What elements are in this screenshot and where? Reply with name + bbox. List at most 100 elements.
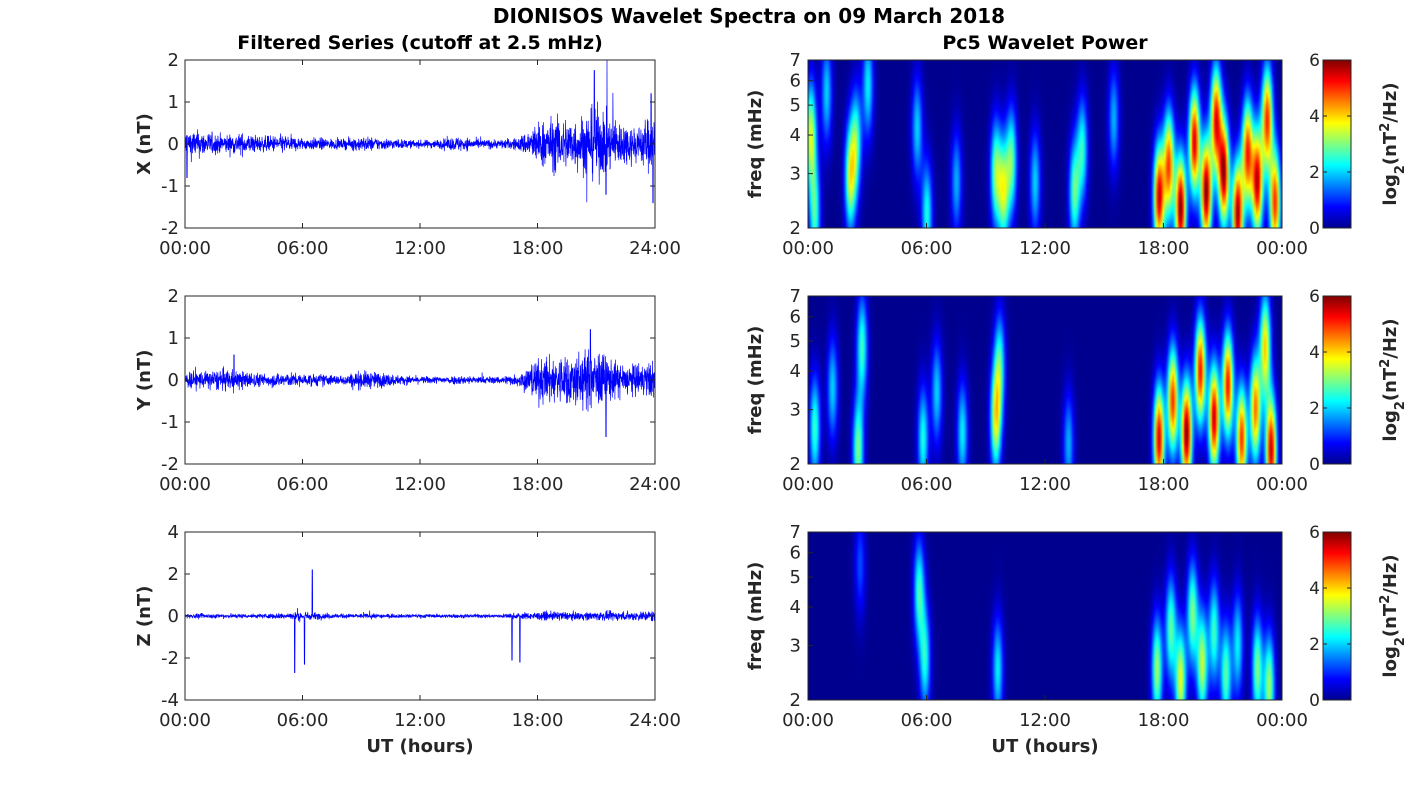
heatmap-image — [808, 532, 1282, 700]
colorbar-tick-label: 2 — [1309, 635, 1320, 655]
x-tick-label: 00:00 — [159, 710, 211, 731]
x-tick-label: 06:00 — [277, 474, 329, 495]
y-tick-label: 0 — [168, 370, 179, 391]
x-tick-label: 18:00 — [1138, 474, 1190, 495]
y-tick-label: 6 — [790, 543, 801, 564]
colorbar-tick-label: 0 — [1309, 455, 1320, 475]
y-tick-label: 5 — [790, 567, 801, 588]
x-tick-label: 06:00 — [901, 710, 953, 731]
x-tick-label: 12:00 — [1019, 238, 1071, 259]
y-tick-label: -1 — [161, 176, 179, 197]
y-tick-label: 4 — [790, 361, 801, 382]
colorbar — [1322, 295, 1352, 465]
x-tick-label: 00:00 — [159, 474, 211, 495]
colorbar-tick-label: 2 — [1309, 163, 1320, 183]
colorbar-label: log2(nT2/Hz) — [1378, 82, 1408, 205]
y-axis-label: freq (mHz) — [745, 562, 766, 671]
x-tick-label: 18:00 — [512, 710, 564, 731]
x-axis-label: UT (hours) — [366, 736, 473, 757]
y-tick-label: 2 — [790, 690, 801, 711]
x-tick-label: 06:00 — [901, 238, 953, 259]
y-axis-label: freq (mHz) — [745, 326, 766, 435]
y-tick-label: 7 — [790, 50, 801, 71]
series-line — [184, 569, 656, 674]
y-tick-label: -2 — [161, 218, 179, 239]
colorbar-tick-label: 6 — [1309, 523, 1320, 543]
series-line — [184, 59, 656, 204]
x-tick-label: 12:00 — [1019, 710, 1071, 731]
colorbar-tick-label: 6 — [1309, 287, 1320, 307]
y-tick-label: 2 — [168, 564, 179, 585]
x-tick-label: 00:00 — [782, 710, 834, 731]
y-tick-label: 2 — [168, 286, 179, 307]
x-tick-label: 24:00 — [629, 474, 681, 495]
x-axis-label: UT (hours) — [991, 736, 1098, 757]
y-tick-label: 0 — [168, 606, 179, 627]
y-tick-label: -2 — [161, 648, 179, 669]
x-tick-label: 12:00 — [394, 710, 446, 731]
x-tick-label: 06:00 — [277, 710, 329, 731]
y-tick-label: 4 — [790, 597, 801, 618]
colorbar — [1322, 531, 1352, 701]
y-tick-label: -1 — [161, 412, 179, 433]
colorbar-tick-label: 6 — [1309, 51, 1320, 71]
x-tick-label: 18:00 — [512, 238, 564, 259]
y-tick-label: 4 — [168, 522, 179, 543]
x-tick-label: 18:00 — [1138, 710, 1190, 731]
colorbar-tick-label: 4 — [1309, 343, 1320, 363]
colorbar-tick-label: 4 — [1309, 107, 1320, 127]
y-tick-label: 0 — [168, 134, 179, 155]
x-tick-label: 06:00 — [901, 474, 953, 495]
y-tick-label: 1 — [168, 92, 179, 113]
y-tick-label: 2 — [168, 50, 179, 71]
left-column-title: Filtered Series (cutoff at 2.5 mHz) — [237, 32, 603, 54]
y-tick-label: 6 — [790, 71, 801, 92]
y-tick-label: -4 — [161, 690, 179, 711]
y-tick-label: -2 — [161, 454, 179, 475]
y-tick-label: 5 — [790, 95, 801, 116]
x-tick-label: 18:00 — [512, 474, 564, 495]
x-tick-label: 00:00 — [159, 238, 211, 259]
x-tick-label: 00:00 — [782, 238, 834, 259]
series-line — [184, 329, 656, 438]
heatmap-image — [808, 60, 1282, 228]
y-tick-label: 4 — [790, 125, 801, 146]
y-axis-label: Y (nT) — [134, 350, 155, 412]
x-tick-label: 06:00 — [277, 238, 329, 259]
colorbar-tick-label: 2 — [1309, 399, 1320, 419]
y-tick-label: 2 — [790, 218, 801, 239]
y-axis-label: X (nT) — [134, 113, 155, 175]
y-tick-label: 3 — [790, 164, 801, 185]
colorbar-label: log2(nT2/Hz) — [1378, 554, 1408, 677]
x-tick-label: 12:00 — [394, 238, 446, 259]
y-tick-label: 7 — [790, 522, 801, 543]
series-panel-2: -2 -1 0 1 2 00:00 06:00 12:00 18:00 24:00 Y (nT) — [134, 286, 681, 495]
y-tick-label: 6 — [790, 307, 801, 328]
y-tick-label: 3 — [790, 636, 801, 657]
y-tick-label: 7 — [790, 286, 801, 307]
x-tick-label: 00:00 — [1256, 238, 1308, 259]
figure-title: DIONISOS Wavelet Spectra on 09 March 201… — [493, 4, 1005, 28]
x-tick-label: 12:00 — [394, 474, 446, 495]
y-tick-label: 1 — [168, 328, 179, 349]
x-tick-label: 18:00 — [1138, 238, 1190, 259]
x-tick-label: 00:00 — [1256, 474, 1308, 495]
colorbar-tick-label: 0 — [1309, 219, 1320, 239]
x-tick-label: 00:00 — [1256, 710, 1308, 731]
x-tick-label: 00:00 — [782, 474, 834, 495]
right-column-title: Pc5 Wavelet Power — [942, 32, 1148, 54]
x-tick-label: 24:00 — [629, 238, 681, 259]
y-axis-label: Z (nT) — [134, 586, 155, 647]
y-tick-label: 2 — [790, 454, 801, 475]
x-tick-label: 24:00 — [629, 710, 681, 731]
colorbar — [1322, 59, 1352, 229]
colorbar-tick-label: 0 — [1309, 691, 1320, 711]
y-tick-label: 5 — [790, 331, 801, 352]
heatmap-image — [808, 296, 1282, 464]
y-tick-label: 3 — [790, 400, 801, 421]
x-tick-label: 12:00 — [1019, 474, 1071, 495]
